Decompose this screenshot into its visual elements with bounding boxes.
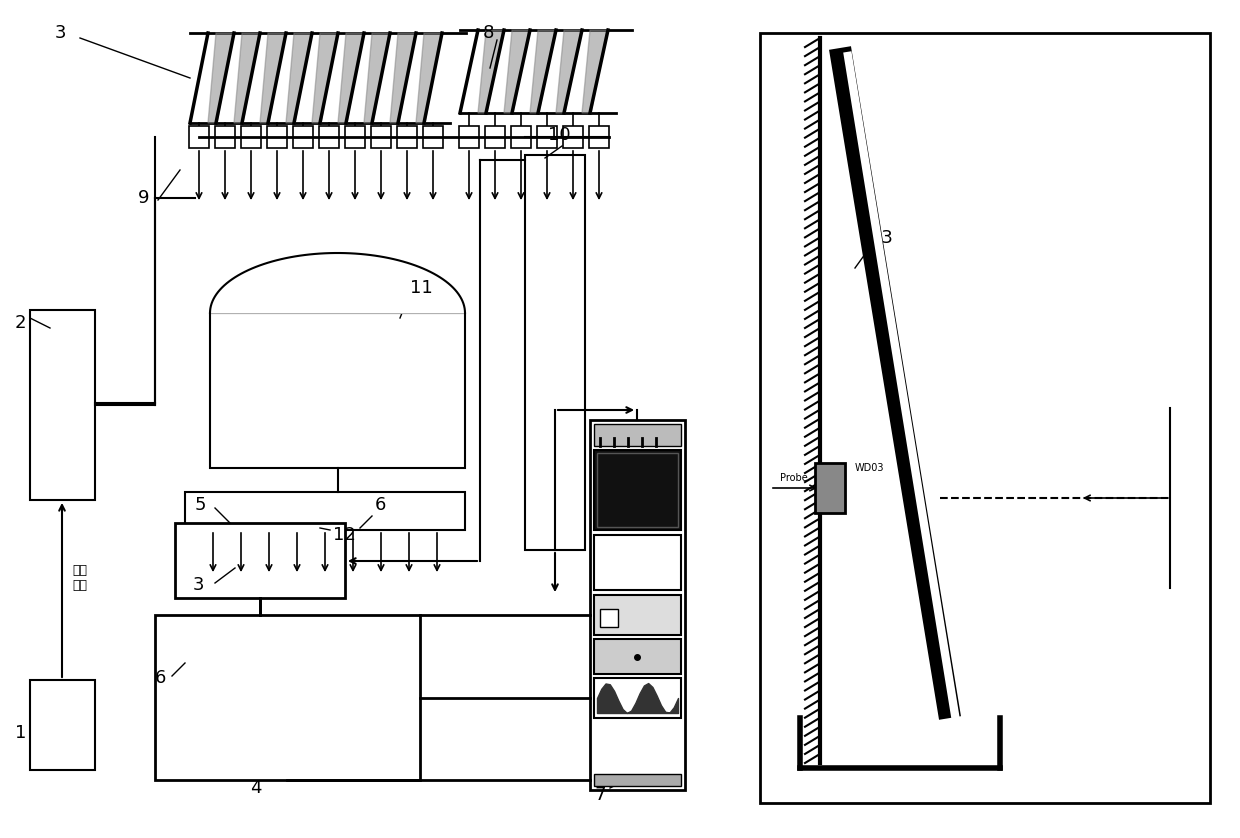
Polygon shape xyxy=(210,253,465,313)
Text: 6: 6 xyxy=(155,669,166,687)
Bar xyxy=(760,33,1210,803)
Bar xyxy=(537,126,557,148)
Text: 12: 12 xyxy=(334,526,356,544)
Bar xyxy=(345,126,365,148)
Bar xyxy=(459,126,479,148)
Polygon shape xyxy=(582,30,608,113)
Text: 3: 3 xyxy=(55,24,67,42)
Text: 校正
信号: 校正 信号 xyxy=(72,564,87,592)
Bar xyxy=(594,678,681,718)
Bar xyxy=(30,310,95,500)
Polygon shape xyxy=(391,33,415,123)
Bar xyxy=(210,313,465,468)
Text: 1: 1 xyxy=(15,724,26,742)
Bar xyxy=(594,535,681,590)
Bar xyxy=(485,126,505,148)
Bar xyxy=(511,126,531,148)
Bar xyxy=(600,609,618,627)
Text: 9: 9 xyxy=(138,189,150,207)
Text: WD03: WD03 xyxy=(856,463,884,473)
Bar xyxy=(267,126,286,148)
Bar xyxy=(185,492,465,530)
Text: 10: 10 xyxy=(548,126,570,144)
Text: Probe: Probe xyxy=(780,473,807,483)
Bar xyxy=(188,126,210,148)
Bar xyxy=(293,126,312,148)
Text: 8: 8 xyxy=(484,24,495,42)
Bar xyxy=(319,126,339,148)
Text: 11: 11 xyxy=(410,279,433,297)
Bar xyxy=(371,126,391,148)
Polygon shape xyxy=(556,30,582,113)
Bar xyxy=(215,126,236,148)
Bar xyxy=(594,424,681,446)
Bar xyxy=(590,420,684,790)
Text: 6: 6 xyxy=(374,496,387,514)
Bar xyxy=(30,680,95,770)
Bar xyxy=(155,615,420,780)
Bar xyxy=(397,126,417,148)
Text: 3: 3 xyxy=(193,576,205,594)
Bar xyxy=(594,639,681,674)
Bar xyxy=(175,523,345,598)
Bar xyxy=(563,126,583,148)
Polygon shape xyxy=(503,30,529,113)
Text: 7: 7 xyxy=(595,786,606,804)
Polygon shape xyxy=(529,30,556,113)
Polygon shape xyxy=(312,33,337,123)
Polygon shape xyxy=(477,30,503,113)
Polygon shape xyxy=(286,33,311,123)
Polygon shape xyxy=(208,33,233,123)
Bar xyxy=(241,126,260,148)
Polygon shape xyxy=(260,33,285,123)
Text: 5: 5 xyxy=(195,496,207,514)
Polygon shape xyxy=(365,33,389,123)
Polygon shape xyxy=(234,33,259,123)
Bar xyxy=(594,450,681,530)
Bar xyxy=(596,453,678,527)
Text: 13: 13 xyxy=(870,229,893,247)
Text: 2: 2 xyxy=(15,314,26,332)
Bar xyxy=(594,595,681,635)
Bar xyxy=(589,126,609,148)
Bar xyxy=(594,774,681,786)
Bar xyxy=(423,126,443,148)
Text: 4: 4 xyxy=(250,779,262,797)
Bar xyxy=(525,155,585,550)
Polygon shape xyxy=(415,33,441,123)
Bar xyxy=(815,463,844,513)
Polygon shape xyxy=(339,33,363,123)
